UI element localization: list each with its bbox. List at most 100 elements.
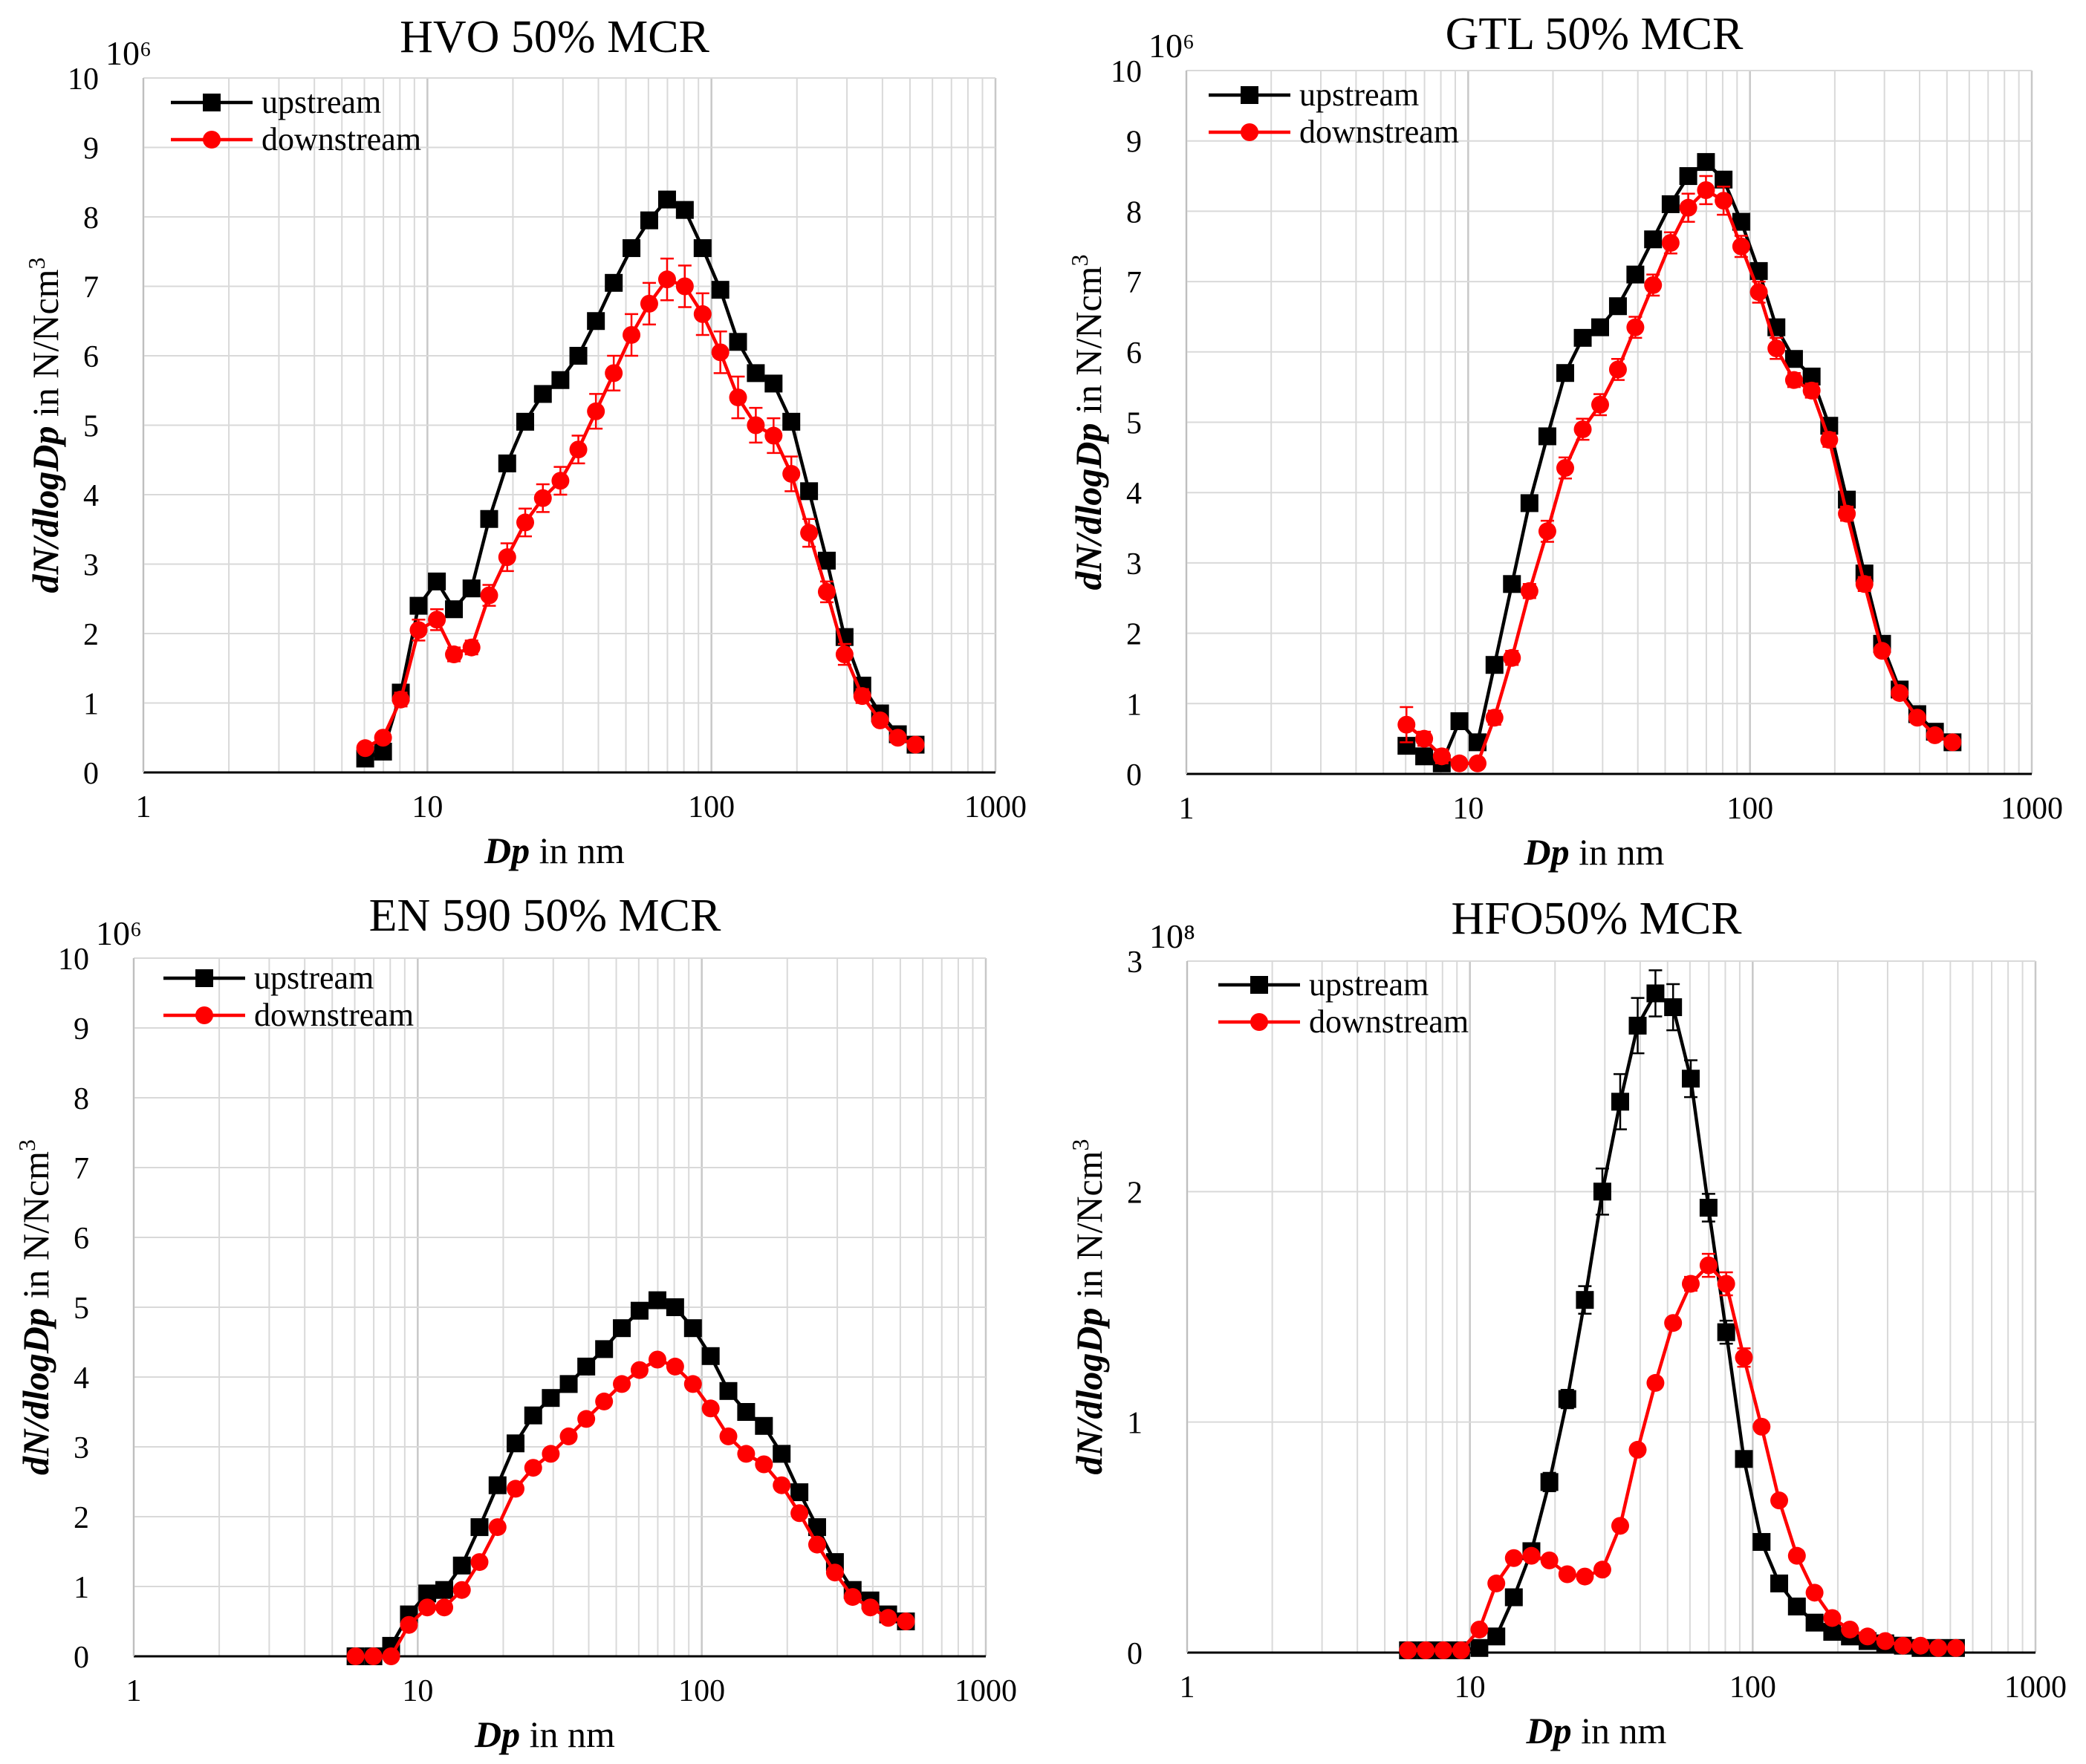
data-point-upstream (1679, 167, 1697, 186)
data-point-downstream (428, 611, 446, 629)
y-tick-label: 2 (74, 1501, 89, 1535)
data-point-upstream (1520, 494, 1538, 512)
y-axis-label-variable: dN/dlogDp (15, 1308, 56, 1475)
data-point-upstream (1591, 318, 1609, 336)
data-point-upstream (1485, 656, 1504, 674)
data-point-downstream (640, 294, 658, 313)
data-point-upstream (1556, 364, 1574, 383)
data-point-upstream (559, 1375, 578, 1393)
data-point-downstream (470, 1553, 489, 1572)
y-tick-label: 9 (1126, 126, 1142, 160)
data-point-upstream (1752, 1533, 1771, 1552)
y-tick-label: 7 (74, 1152, 89, 1186)
data-point-downstream (861, 1598, 880, 1617)
data-point-upstream (800, 482, 819, 501)
x-axis-label-unit: in nm (1570, 831, 1665, 873)
data-point-downstream (551, 472, 570, 490)
series-line-downstream (364, 277, 917, 750)
data-point-upstream (648, 1291, 666, 1309)
data-point-downstream (853, 687, 871, 706)
y-axis-label-superscript: 3 (1066, 254, 1093, 266)
data-point-upstream (524, 1406, 542, 1425)
data-point-upstream (1735, 1450, 1753, 1468)
x-axis-label: Dp in nm (474, 1713, 615, 1755)
data-point-downstream (1608, 360, 1627, 379)
y-axis-label: dN/dlogDp in N/Ncm3 (23, 257, 66, 593)
data-point-downstream (1873, 642, 1891, 660)
data-point-downstream (1397, 715, 1416, 734)
legend-marker-upstream (195, 969, 213, 987)
data-point-downstream (1626, 318, 1645, 336)
data-point-downstream (516, 513, 535, 532)
data-point-upstream (737, 1403, 756, 1421)
y-tick-label: 2 (1126, 618, 1142, 652)
x-tick-label: 1000 (2001, 792, 2063, 826)
series-line-upstream (1408, 990, 1956, 1653)
data-point-downstream (1558, 1565, 1576, 1584)
data-point-upstream (1558, 1390, 1576, 1408)
data-point-upstream (1415, 747, 1434, 766)
data-point-downstream (1661, 234, 1680, 253)
y-tick-label: 8 (1126, 195, 1142, 230)
data-point-downstream (817, 582, 836, 601)
data-point-downstream (1522, 1546, 1541, 1565)
data-point-downstream (452, 1581, 471, 1599)
y-tick-label: 3 (1126, 547, 1142, 582)
data-point-downstream (1576, 1567, 1594, 1586)
data-point-upstream (1487, 1627, 1506, 1646)
data-point-downstream (498, 548, 516, 567)
data-point-upstream (409, 596, 428, 615)
data-point-downstream (435, 1598, 454, 1617)
x-tick-label: 1000 (955, 1674, 1017, 1708)
series-line-downstream (1405, 188, 1954, 766)
data-point-upstream (1626, 265, 1645, 284)
data-point-downstream (1644, 276, 1663, 294)
data-point-downstream (382, 1647, 400, 1665)
y-tick-label: 5 (1126, 407, 1142, 441)
data-point-upstream (1661, 195, 1680, 213)
data-point-upstream (1805, 1613, 1824, 1632)
data-point-upstream (790, 1483, 809, 1502)
data-point-downstream (488, 1518, 507, 1537)
legend-label-upstream: upstream (1309, 966, 1429, 1003)
data-point-downstream (1469, 754, 1487, 772)
data-point-upstream (533, 385, 552, 403)
y-multiplier-label: 10⁶ (96, 914, 142, 952)
y-tick-label: 7 (83, 271, 99, 305)
x-tick-label: 1 (1180, 1670, 1195, 1705)
data-point-downstream (1556, 459, 1574, 478)
minor-gridlines (1271, 961, 2024, 1653)
data-point-downstream (888, 729, 907, 747)
data-point-upstream (595, 1340, 614, 1358)
data-point-downstream (1399, 1641, 1417, 1659)
data-point-upstream (782, 412, 801, 431)
x-tick-label: 100 (1726, 792, 1773, 826)
y-tick-label: 8 (74, 1082, 89, 1116)
data-point-upstream (1608, 297, 1627, 316)
y-tick-label: 10 (68, 62, 99, 97)
y-tick-label: 7 (1126, 266, 1142, 300)
data-point-upstream (1681, 1070, 1700, 1088)
legend-marker-downstream (195, 1006, 213, 1024)
data-point-upstream (1770, 1574, 1789, 1592)
y-tick-label: 5 (74, 1292, 89, 1326)
series-upstream (356, 190, 925, 768)
data-point-downstream (542, 1445, 560, 1463)
data-point-upstream (1717, 1323, 1735, 1341)
data-point-downstream (400, 1615, 418, 1634)
y-tick-label: 0 (74, 1641, 89, 1675)
chart-title: GTL 50% MCR (1446, 9, 1744, 59)
legend-marker-upstream (1250, 976, 1268, 994)
data-point-downstream (755, 1455, 773, 1474)
y-tick-label: 0 (1127, 1637, 1143, 1671)
data-point-upstream (374, 742, 392, 761)
x-axis-label: Dp in nm (1524, 831, 1665, 873)
series-downstream (1397, 175, 1962, 772)
data-point-upstream (1503, 575, 1521, 593)
series-downstream (356, 257, 925, 758)
data-point-downstream (1894, 1636, 1912, 1655)
